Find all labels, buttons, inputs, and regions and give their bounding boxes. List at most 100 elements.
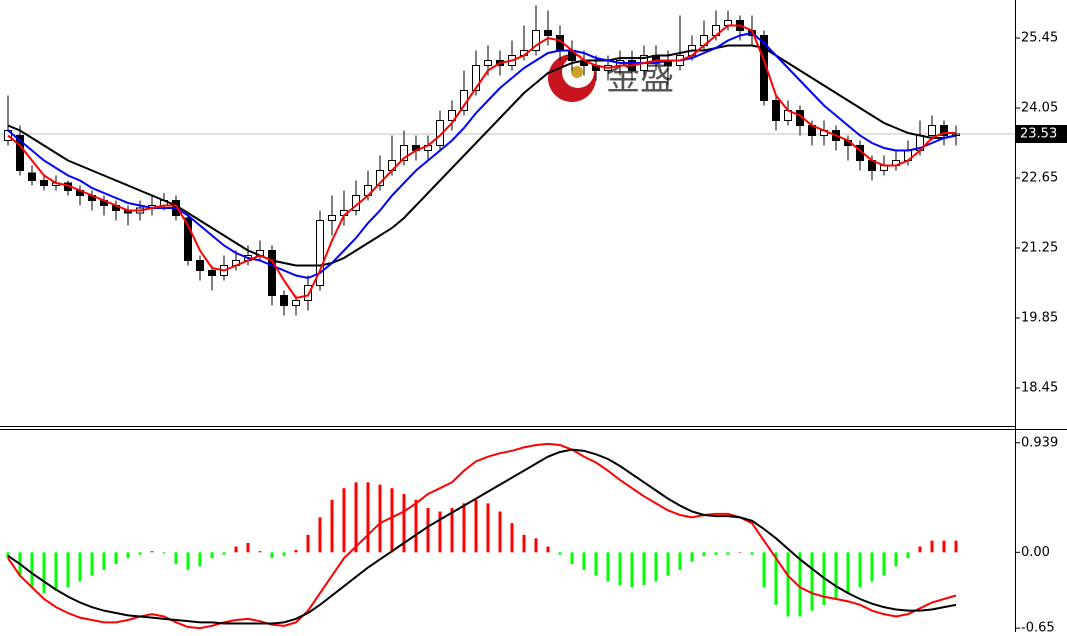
- histogram-bar: [6, 552, 10, 559]
- histogram-bar: [378, 484, 382, 553]
- candle-body: [544, 30, 552, 36]
- candle-body: [772, 100, 780, 121]
- histogram-bar: [306, 534, 310, 553]
- histogram-bar: [258, 551, 262, 553]
- histogram-bar: [402, 494, 406, 553]
- candle-body: [928, 125, 936, 136]
- histogram-bar: [510, 523, 514, 553]
- histogram-bar: [138, 552, 142, 555]
- histogram-bar: [786, 552, 790, 617]
- candle-body: [448, 110, 456, 121]
- histogram-bar: [702, 552, 706, 556]
- histogram-bar: [798, 552, 802, 617]
- histogram-bar: [210, 552, 214, 559]
- y-tick-label: 0.00: [1021, 545, 1050, 560]
- indicator-line: [7, 31, 957, 280]
- histogram-bar: [774, 552, 778, 605]
- histogram-bar: [498, 511, 502, 553]
- histogram-bar: [486, 503, 490, 553]
- histogram-bar: [678, 552, 682, 570]
- logo: [571, 66, 583, 78]
- y-tick-label: 0.939: [1021, 435, 1058, 450]
- histogram-bar: [534, 538, 538, 553]
- histogram-bar: [270, 552, 274, 559]
- histogram-bar: [390, 488, 394, 553]
- histogram-bar: [630, 552, 634, 588]
- histogram-bar: [594, 552, 598, 576]
- last-price-label: 23.53: [1020, 127, 1057, 142]
- candle-body: [472, 65, 480, 91]
- indicator-line: [7, 442, 957, 630]
- histogram-bar: [750, 552, 754, 555]
- y-tick-label: 21.25: [1021, 241, 1058, 256]
- y-tick-label: 19.85: [1021, 311, 1058, 326]
- histogram-bar: [174, 552, 178, 564]
- histogram-bar: [78, 552, 82, 582]
- histogram-bar: [810, 552, 814, 611]
- y-tick-label: 24.05: [1021, 101, 1058, 116]
- histogram-bar: [294, 550, 298, 553]
- histogram-bar: [66, 552, 70, 588]
- histogram-bar: [906, 552, 910, 559]
- histogram-bar: [762, 552, 766, 588]
- histogram-bar: [342, 488, 346, 553]
- histogram-bar: [186, 552, 190, 570]
- histogram-bar: [894, 552, 898, 567]
- candle-body: [40, 180, 48, 186]
- histogram-bar: [714, 552, 718, 555]
- candle-body: [484, 60, 492, 66]
- histogram-bar: [858, 552, 862, 588]
- histogram-bar: [462, 503, 466, 553]
- histogram-bar: [654, 552, 658, 582]
- histogram-bar: [618, 552, 622, 585]
- histogram-bar: [882, 552, 886, 576]
- histogram-bar: [234, 546, 238, 553]
- histogram-bar: [642, 552, 646, 585]
- histogram-bar: [546, 546, 550, 553]
- candle-body: [316, 220, 324, 286]
- histogram-bar: [954, 540, 958, 553]
- histogram-bar: [162, 552, 166, 554]
- candle-body: [532, 30, 540, 51]
- candle-body: [16, 135, 24, 171]
- candle-body: [28, 172, 36, 181]
- histogram-bar: [870, 552, 874, 582]
- histogram-bar: [330, 499, 334, 553]
- histogram-bar: [666, 552, 670, 576]
- candle-body: [400, 145, 408, 161]
- histogram-bar: [30, 552, 34, 588]
- histogram-bar: [366, 482, 370, 553]
- histogram-bar: [606, 552, 610, 582]
- histogram-bar: [42, 552, 46, 594]
- histogram-bar: [282, 552, 286, 556]
- y-tick-label: 25.45: [1021, 31, 1058, 46]
- candle-body: [292, 300, 300, 306]
- histogram-bar: [450, 508, 454, 553]
- histogram-bar: [738, 552, 742, 553]
- histogram-bar: [522, 534, 526, 553]
- histogram-bar: [582, 552, 586, 570]
- histogram-bar: [570, 552, 574, 564]
- histogram-bar: [114, 552, 118, 564]
- histogram-bar: [102, 552, 106, 570]
- candle-body: [268, 250, 276, 296]
- histogram-bar: [54, 552, 58, 591]
- histogram-bar: [150, 551, 154, 553]
- y-tick-label: -0.65: [1021, 621, 1055, 632]
- candle-body: [184, 217, 192, 261]
- last-price-box: [1016, 125, 1067, 143]
- histogram-bar: [690, 552, 694, 562]
- histogram-bar: [438, 511, 442, 553]
- histogram-bar: [834, 552, 838, 599]
- candle-body: [196, 260, 204, 271]
- histogram-bar: [846, 552, 850, 594]
- indicator-line: [7, 44, 957, 267]
- histogram-bar: [426, 508, 430, 553]
- y-tick-label: 18.45: [1021, 381, 1058, 396]
- candle-body: [940, 125, 948, 136]
- histogram-bar: [414, 499, 418, 553]
- histogram-bar: [198, 552, 202, 567]
- histogram-bar: [90, 552, 94, 576]
